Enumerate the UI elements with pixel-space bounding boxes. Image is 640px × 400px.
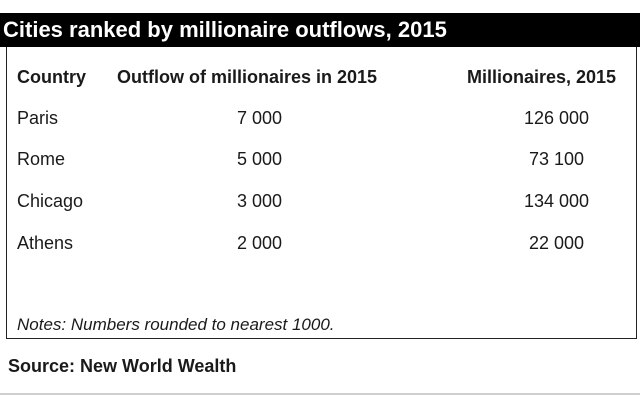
- header-outflow: Outflow of millionaires in 2015: [117, 67, 378, 87]
- cell-millionaires: 134 000: [523, 191, 590, 211]
- cell-city: Rome: [17, 149, 66, 169]
- table-header-row: Country Outflow of millionaires in 2015 …: [7, 64, 636, 90]
- cell-millionaires: 126 000: [523, 108, 590, 128]
- cell-millionaires: 73 100: [528, 149, 585, 169]
- table-row: Paris 7 000 126 000: [7, 105, 636, 131]
- cell-outflow: 2 000: [236, 233, 283, 253]
- table-row: Athens 2 000 22 000: [7, 230, 636, 256]
- cell-city: Athens: [17, 233, 74, 253]
- table-row: Rome 5 000 73 100: [7, 146, 636, 172]
- cell-outflow: 7 000: [236, 108, 283, 128]
- table-notes: Notes: Numbers rounded to nearest 1000.: [17, 315, 335, 334]
- table-row: Chicago 3 000 134 000: [7, 188, 636, 214]
- bottom-rule: [0, 393, 640, 395]
- cell-city: Paris: [17, 108, 59, 128]
- source-credit: Source: New World Wealth: [8, 356, 237, 376]
- header-country: Country: [17, 67, 86, 87]
- cell-city: Chicago: [17, 191, 84, 211]
- cell-millionaires: 22 000: [528, 233, 585, 253]
- data-table: Country Outflow of millionaires in 2015 …: [6, 47, 637, 339]
- cell-outflow: 5 000: [236, 149, 283, 169]
- cell-outflow: 3 000: [236, 191, 283, 211]
- table-title: Cities ranked by millionaire outflows, 2…: [0, 13, 640, 47]
- header-millionaires: Millionaires, 2015: [467, 67, 617, 87]
